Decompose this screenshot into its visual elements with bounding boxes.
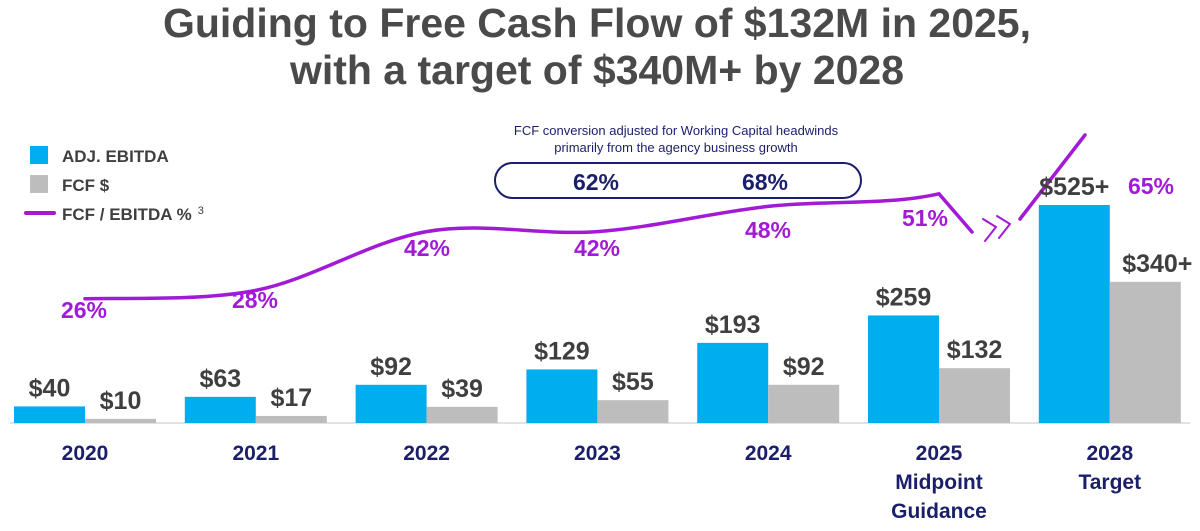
fcf-bar-2 bbox=[426, 406, 498, 423]
bars-layer bbox=[14, 205, 1181, 423]
ebitda-bar-6 bbox=[1038, 205, 1110, 423]
category-label-5: 2025 bbox=[916, 442, 963, 465]
ratio-value-label-4: 48% bbox=[745, 217, 791, 243]
fcf-bar-3 bbox=[597, 400, 669, 423]
ebitda-value-label-3: $129 bbox=[534, 337, 590, 365]
ebitda-value-label-4: $193 bbox=[705, 311, 761, 339]
ratio-line bbox=[83, 191, 974, 301]
chart-title-line2: with a target of $340M+ by 2028 bbox=[289, 47, 904, 93]
fcf-value-label-5: $132 bbox=[947, 336, 1003, 364]
fcf-bar-4 bbox=[768, 384, 840, 423]
category-label-5-line3: Guidance bbox=[891, 500, 987, 523]
ratio-line-target-segment bbox=[1018, 133, 1087, 221]
ebitda-bar-4 bbox=[697, 342, 769, 423]
ebitda-value-label-2: $92 bbox=[370, 353, 412, 381]
conversion-value-2: 68% bbox=[742, 169, 788, 195]
legend-label-ebitda: ADJ. EBITDA bbox=[62, 147, 169, 166]
category-label-0: 2020 bbox=[62, 442, 109, 465]
ratio-value-label-6: 65% bbox=[1128, 173, 1174, 199]
ratio-value-label-3: 42% bbox=[574, 235, 620, 261]
chart-title-line1: Guiding to Free Cash Flow of $132M in 20… bbox=[163, 0, 1031, 46]
category-label-6: 2028 bbox=[1086, 442, 1133, 465]
ebitda-value-label-6: $525+ bbox=[1039, 173, 1109, 201]
legend-swatch-ebitda bbox=[30, 146, 48, 164]
fcf-value-label-6: $340+ bbox=[1122, 250, 1192, 278]
ratio-value-label-2: 42% bbox=[404, 235, 450, 261]
fcf-bar-5 bbox=[939, 368, 1010, 423]
ebitda-bar-1 bbox=[184, 396, 256, 423]
ebitda-bar-3 bbox=[526, 369, 598, 423]
conversion-note: FCF conversion adjusted for Working Capi… bbox=[494, 123, 862, 199]
category-label-6-line2: Target bbox=[1078, 471, 1141, 494]
category-label-5-line2: Midpoint bbox=[895, 471, 982, 494]
legend: ADJ. EBITDA FCF $ FCF / EBITDA % 3 bbox=[24, 146, 204, 224]
fcf-bar-1 bbox=[255, 415, 327, 423]
ratio-value-label-0: 26% bbox=[61, 297, 107, 323]
chevron-arrow-icon bbox=[982, 215, 1011, 242]
ebitda-value-label-1: $63 bbox=[199, 365, 241, 393]
ratio-value-label-5: 51% bbox=[902, 205, 948, 231]
fcf-bar-6 bbox=[1109, 281, 1181, 423]
ebitda-bar-2 bbox=[355, 384, 427, 423]
ratio-line-layer bbox=[83, 133, 1087, 301]
conversion-value-1: 62% bbox=[573, 169, 619, 195]
note-line2: primarily from the agency business growt… bbox=[554, 140, 798, 155]
ebitda-bar-0 bbox=[14, 406, 85, 423]
note-line1: FCF conversion adjusted for Working Capi… bbox=[514, 123, 839, 138]
ebitda-value-label-0: $40 bbox=[29, 374, 71, 402]
fcf-value-label-1: $17 bbox=[270, 384, 312, 412]
conversion-pill bbox=[494, 162, 862, 199]
legend-label-ratio: FCF / EBITDA % 3 bbox=[62, 205, 204, 224]
fcf-bar-0 bbox=[85, 418, 156, 423]
legend-label-fcf: FCF $ bbox=[62, 176, 110, 195]
legend-label-ratio-text: FCF / EBITDA % bbox=[62, 205, 192, 224]
labels-layer: $40 $10 2020 $63 $17 2021 $92 $39 2022 $129 $55 202… bbox=[29, 173, 1193, 523]
fcf-value-label-4: $92 bbox=[783, 353, 825, 381]
ratio-value-label-1: 28% bbox=[232, 287, 278, 313]
category-label-4: 2024 bbox=[745, 442, 792, 465]
legend-swatch-fcf bbox=[30, 175, 48, 193]
fcf-value-label-2: $39 bbox=[441, 375, 483, 403]
legend-footnote: 3 bbox=[198, 205, 204, 217]
category-label-2: 2022 bbox=[403, 442, 450, 465]
fcf-value-label-3: $55 bbox=[612, 368, 654, 396]
fcf-value-label-0: $10 bbox=[100, 387, 142, 415]
ebitda-bar-5 bbox=[868, 315, 939, 423]
category-label-1: 2021 bbox=[232, 442, 279, 465]
ebitda-value-label-5: $259 bbox=[876, 283, 932, 311]
category-label-3: 2023 bbox=[574, 442, 621, 465]
